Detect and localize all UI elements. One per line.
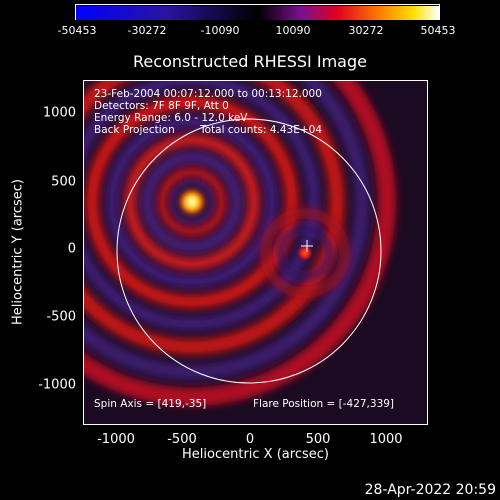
plot-frame — [83, 80, 428, 425]
method-text: Back Projection — [94, 124, 175, 136]
x-tick-label: 500 — [305, 432, 331, 447]
time-range-text: 23-Feb-2004 00:07:12.000 to 00:13:12.000 — [94, 88, 322, 100]
ring-pattern — [83, 80, 396, 406]
colorbar-tick-label: 50453 — [420, 24, 456, 37]
colorbar — [75, 4, 440, 20]
energy-range-text: Energy Range: 6.0 - 12.0 keV — [94, 112, 248, 124]
solar-limb-circle — [116, 118, 382, 384]
y-tick-label: 1000 — [42, 105, 76, 121]
colorbar-tick-label: -50453 — [57, 24, 97, 37]
rhessi-image — [83, 80, 428, 425]
y-tick-label: -500 — [46, 309, 76, 325]
secondary-ripple — [260, 208, 350, 298]
x-axis-label: Heliocentric X (arcsec) — [182, 447, 329, 462]
plot-title: Reconstructed RHESSI Image — [133, 52, 367, 71]
total-counts-text: Total counts: 4.43E+04 — [200, 124, 323, 136]
flare-source — [177, 187, 207, 217]
flare-position-text: Flare Position = [-427,339] — [253, 398, 395, 410]
colorbar-tick-label: -10090 — [200, 24, 240, 37]
y-tick-label: 0 — [67, 241, 76, 257]
y-tick-label: -1000 — [38, 377, 76, 393]
colorbar-tick-label: 10090 — [275, 24, 311, 37]
colorbar-tick-label: 30272 — [348, 24, 384, 37]
colorbar-gradient — [76, 6, 439, 20]
x-tick-label: 0 — [245, 432, 255, 447]
datestamp: 28-Apr-2022 20:59 — [364, 482, 496, 498]
rhessi-image-canvas — [83, 80, 428, 425]
x-tick-label: -1000 — [97, 432, 135, 447]
colorbar-tick-label: -30272 — [127, 24, 167, 37]
detectors-text: Detectors: 7F 8F 9F, Att 0 — [94, 100, 229, 112]
x-tick-label: -500 — [167, 432, 197, 447]
spin-axis-text: Spin Axis = [419,-35] — [94, 398, 207, 410]
y-tick-label: 500 — [51, 174, 76, 190]
spin-axis-marker — [301, 240, 313, 252]
x-tick-label: 1000 — [369, 432, 403, 447]
secondary-source — [297, 245, 313, 261]
y-axis-label: Heliocentric Y (arcsec) — [10, 179, 26, 325]
